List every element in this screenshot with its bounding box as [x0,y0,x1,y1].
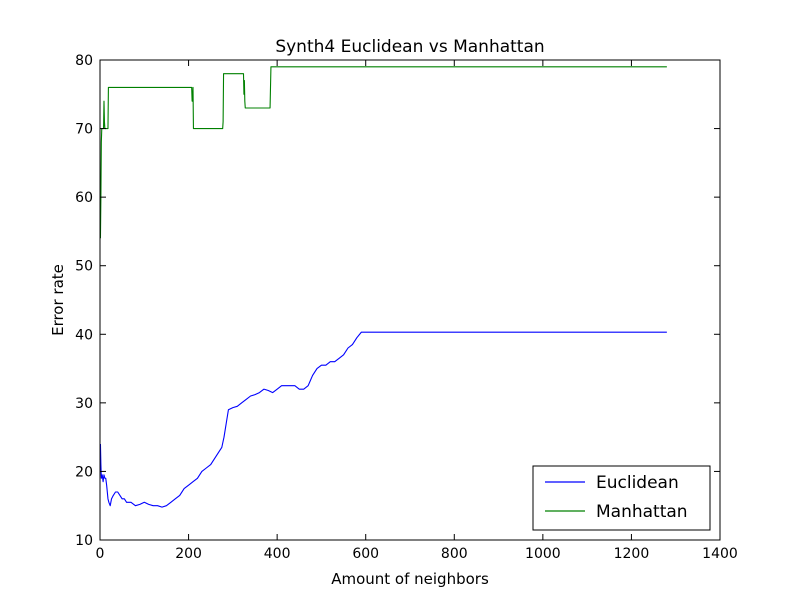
legend-label-euclidean: Euclidean [596,473,679,493]
y-tick-label: 40 [75,327,93,343]
y-tick-label: 70 [75,122,93,138]
y-tick-label: 30 [75,396,93,412]
x-tick-label: 1000 [525,546,561,562]
plot-area [100,60,720,540]
y-tick-label: 60 [75,190,93,206]
legend-label-manhattan: Manhattan [596,502,688,522]
x-tick-label: 1400 [702,546,738,562]
x-axis-label: Amount of neighbors [331,570,489,588]
x-tick-label: 1200 [614,546,650,562]
x-tick-label: 0 [96,546,105,562]
y-tick-label: 20 [75,464,93,480]
x-tick-label: 800 [441,546,468,562]
y-tick-label: 50 [75,259,93,275]
legend: Euclidean Manhattan [532,465,711,531]
x-tick-label: 600 [352,546,379,562]
series-line-euclidean [99,331,667,508]
x-tick-label: 400 [264,546,291,562]
chart-title: Synth4 Euclidean vs Manhattan [275,37,544,57]
legend-box [532,465,711,531]
plot-frame [99,59,721,541]
y-tick-label: 10 [75,533,93,549]
series-layer [99,66,667,508]
y-axis-label: Error rate [49,264,67,336]
series-line-manhattan [99,66,667,239]
tick-layer: 0 200 400 600 800 1000 1200 1400 10 20 30 40 50 60 70 8… [75,53,738,562]
x-tick-label: 200 [175,546,202,562]
y-tick-label: 80 [75,53,93,69]
